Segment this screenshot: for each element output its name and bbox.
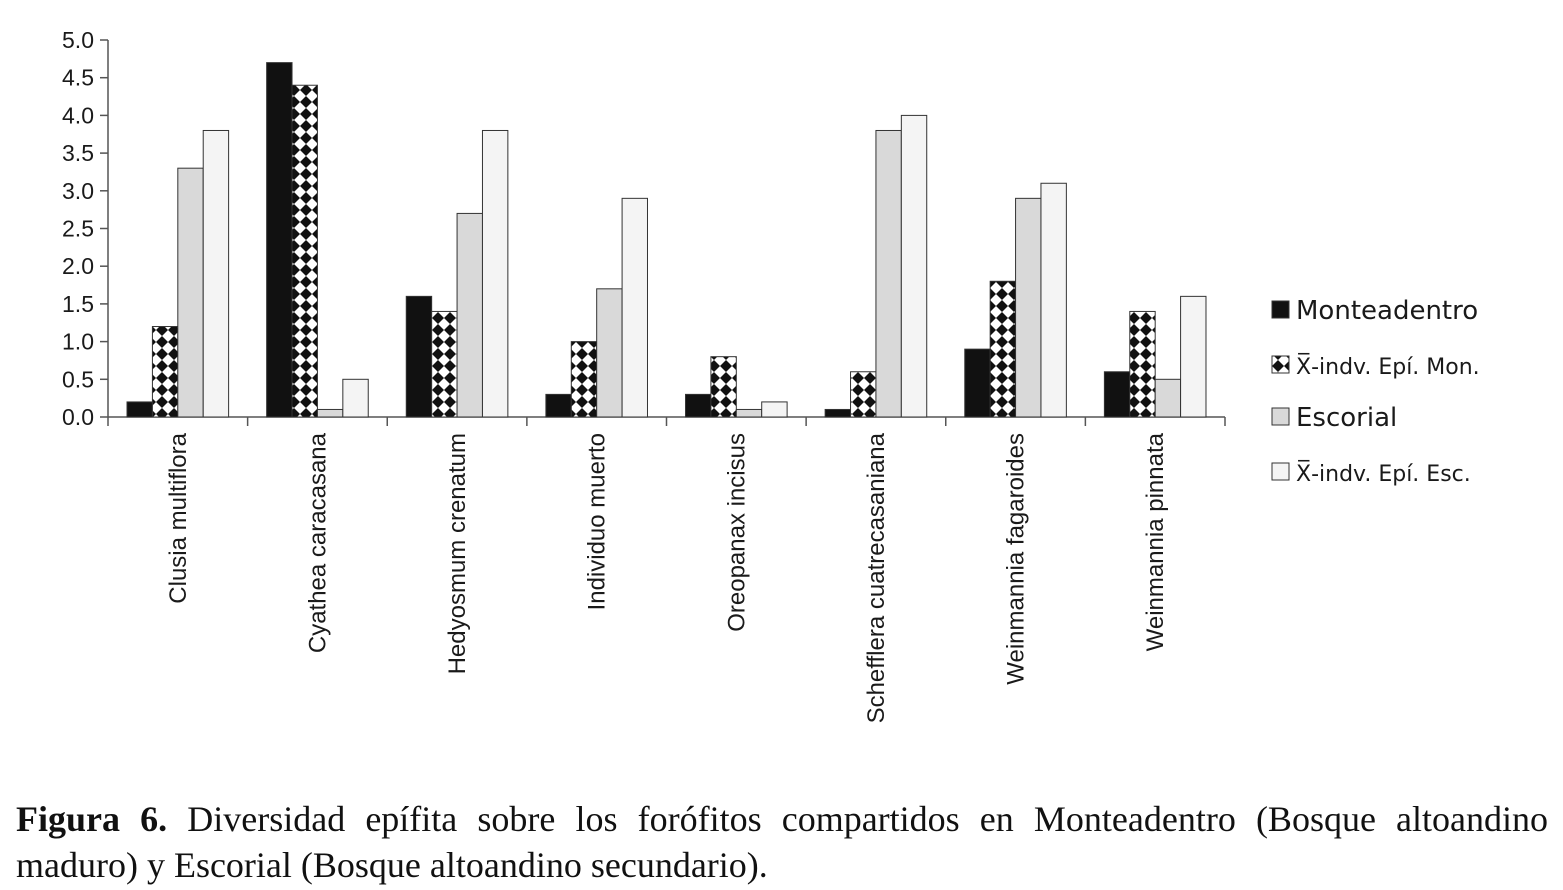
y-tick-label: 0.5	[62, 366, 94, 392]
bar	[545, 393, 572, 418]
bar	[431, 310, 458, 418]
y-tick-label: 4.5	[62, 65, 94, 91]
caption-label: Figura 6.	[16, 799, 168, 839]
bar	[710, 356, 737, 418]
y-tick-label: 3.5	[62, 140, 94, 166]
caption-text: Diversidad epífita sobre los forófitos c…	[16, 799, 1549, 885]
bar	[202, 129, 230, 418]
legend-label: Escorial	[1296, 403, 1397, 433]
bar	[1180, 295, 1207, 418]
bar	[621, 197, 648, 418]
bar	[1103, 371, 1131, 418]
legend-label: Monteadentro	[1296, 296, 1478, 326]
x-tick-label: Hedyosmum crenatum	[444, 433, 471, 674]
legend-label: X̅-indv. Epí. Esc.	[1296, 460, 1471, 487]
bar	[900, 114, 928, 418]
bar	[151, 326, 179, 418]
legend: Monteadentro X̅-indv. Epí. Mon. Escorial X̅…	[1271, 296, 1480, 487]
bar	[291, 84, 318, 418]
x-axis	[107, 416, 1226, 426]
bar	[405, 295, 433, 418]
bar	[761, 401, 788, 418]
y-axis: 0.0 0.5 1.0 1.5 2.0 2.5 3.0 3.5 4.0 4.5 5.0	[62, 27, 109, 430]
y-tick-label: 5.0	[62, 27, 94, 53]
bar	[126, 401, 153, 418]
bar	[1129, 310, 1156, 418]
x-tick-label: Cyathea caracasana	[304, 432, 331, 653]
bar	[481, 129, 509, 418]
y-tick-label: 1.0	[62, 329, 94, 355]
bar	[570, 341, 598, 418]
category-labels: Clusia multiflora Cyathea caracasana Hedyo…	[165, 432, 1169, 723]
x-tick-label: Weinmannia pinnata	[1142, 432, 1169, 651]
legend-swatch	[1271, 300, 1290, 319]
bar	[964, 348, 991, 418]
y-tick-label: 2.0	[62, 253, 94, 279]
legend-swatch	[1271, 355, 1290, 374]
bar	[875, 129, 902, 418]
x-tick-label: Weinmannia fagaroides	[1003, 433, 1030, 685]
bar	[266, 62, 293, 418]
bar	[1154, 378, 1182, 418]
legend-swatch	[1271, 407, 1290, 426]
x-tick-label: Oreopanax incisus	[723, 433, 750, 632]
bar	[177, 167, 204, 418]
legend-label: X̅-indv. Epí. Mon.	[1296, 353, 1480, 380]
x-tick-label: Schefflera cuatrecasaniana	[863, 432, 890, 723]
bar	[824, 408, 852, 418]
figure-caption: Figura 6. Diversidad epífita sobre los f…	[16, 796, 1548, 888]
y-tick-label: 1.5	[62, 291, 94, 317]
y-tick-label: 0.0	[62, 404, 94, 430]
bar	[316, 408, 344, 418]
y-tick-label: 3.0	[62, 178, 94, 204]
bar	[1040, 182, 1067, 418]
x-tick-label: Individuo muerto	[584, 433, 611, 610]
bar	[342, 378, 369, 418]
bar	[596, 288, 623, 418]
bar	[456, 212, 483, 418]
bar-chart: 0.0 0.5 1.0 1.5 2.0 2.5 3.0 3.5 4.0 4.5 5.0 Clusia…	[62, 27, 1480, 723]
bars	[126, 62, 1207, 418]
bar	[989, 280, 1017, 418]
legend-swatch	[1271, 462, 1290, 481]
bar	[735, 408, 763, 418]
bar	[1015, 197, 1042, 418]
bar	[685, 393, 712, 418]
bar	[850, 371, 877, 418]
y-tick-label: 2.5	[62, 216, 94, 242]
y-tick-label: 4.0	[62, 102, 94, 128]
x-tick-label: Clusia multiflora	[165, 432, 192, 603]
